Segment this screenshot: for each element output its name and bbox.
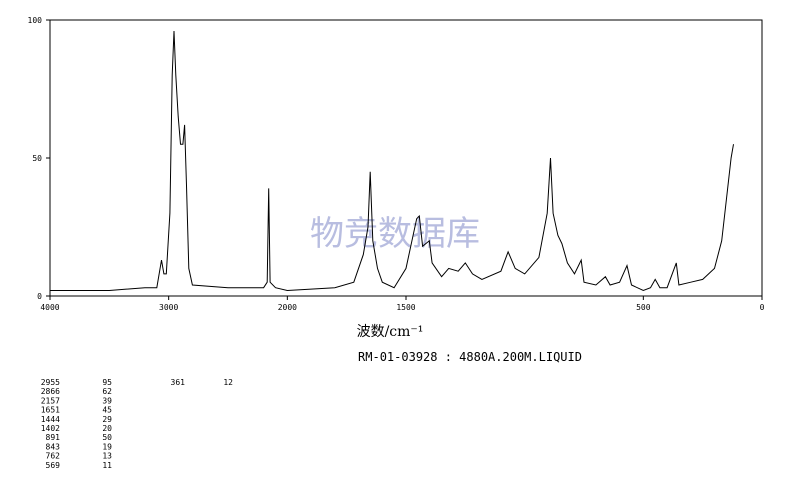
x-tick-label: 4000 (40, 303, 59, 312)
peak-cell: 50 (102, 433, 112, 442)
peak-cell: 1651 (41, 406, 60, 415)
plot-frame (49, 19, 763, 297)
peak-cell: 2955 (41, 378, 60, 387)
peak-cell: 1444 (41, 415, 60, 424)
subtitle: RM-01-03928 : 4880A.200M.LIQUID (358, 350, 582, 364)
peak-cell: 1402 (41, 424, 60, 433)
peak-cell: 762 (46, 452, 61, 461)
peak-cell: 843 (46, 442, 61, 451)
x-tick-label: 3000 (159, 303, 178, 312)
peak-cell: 19 (102, 442, 112, 451)
peak-cell: 891 (46, 433, 61, 442)
peak-cell: 11 (102, 461, 112, 470)
peak-cell: 361 (171, 378, 186, 387)
y-tick-label: 100 (28, 16, 43, 25)
watermark: 物竞数据库 (310, 214, 480, 254)
y-tick-label: 50 (32, 154, 42, 163)
peak-cell: 95 (102, 378, 112, 387)
peak-cell: 39 (102, 396, 112, 405)
peak-cell: 45 (102, 406, 112, 415)
spectrum-line (50, 30, 734, 292)
x-tick-label: 1500 (396, 303, 415, 312)
peak-cell: 2866 (41, 387, 60, 396)
peak-cell: 2157 (41, 396, 60, 405)
peak-cell: 13 (102, 452, 112, 461)
y-tick-label: 0 (37, 292, 42, 301)
peak-cell: 29 (102, 415, 112, 424)
peak-cell: 12 (223, 378, 233, 387)
peak-cell: 62 (102, 387, 112, 396)
peak-cell: 20 (102, 424, 112, 433)
x-tick-label: 2000 (278, 303, 297, 312)
x-axis-label: 波数/cm⁻¹ (357, 324, 424, 340)
x-tick-label: 0 (760, 303, 765, 312)
peak-cell: 569 (46, 461, 61, 470)
x-tick-label: 500 (636, 303, 651, 312)
